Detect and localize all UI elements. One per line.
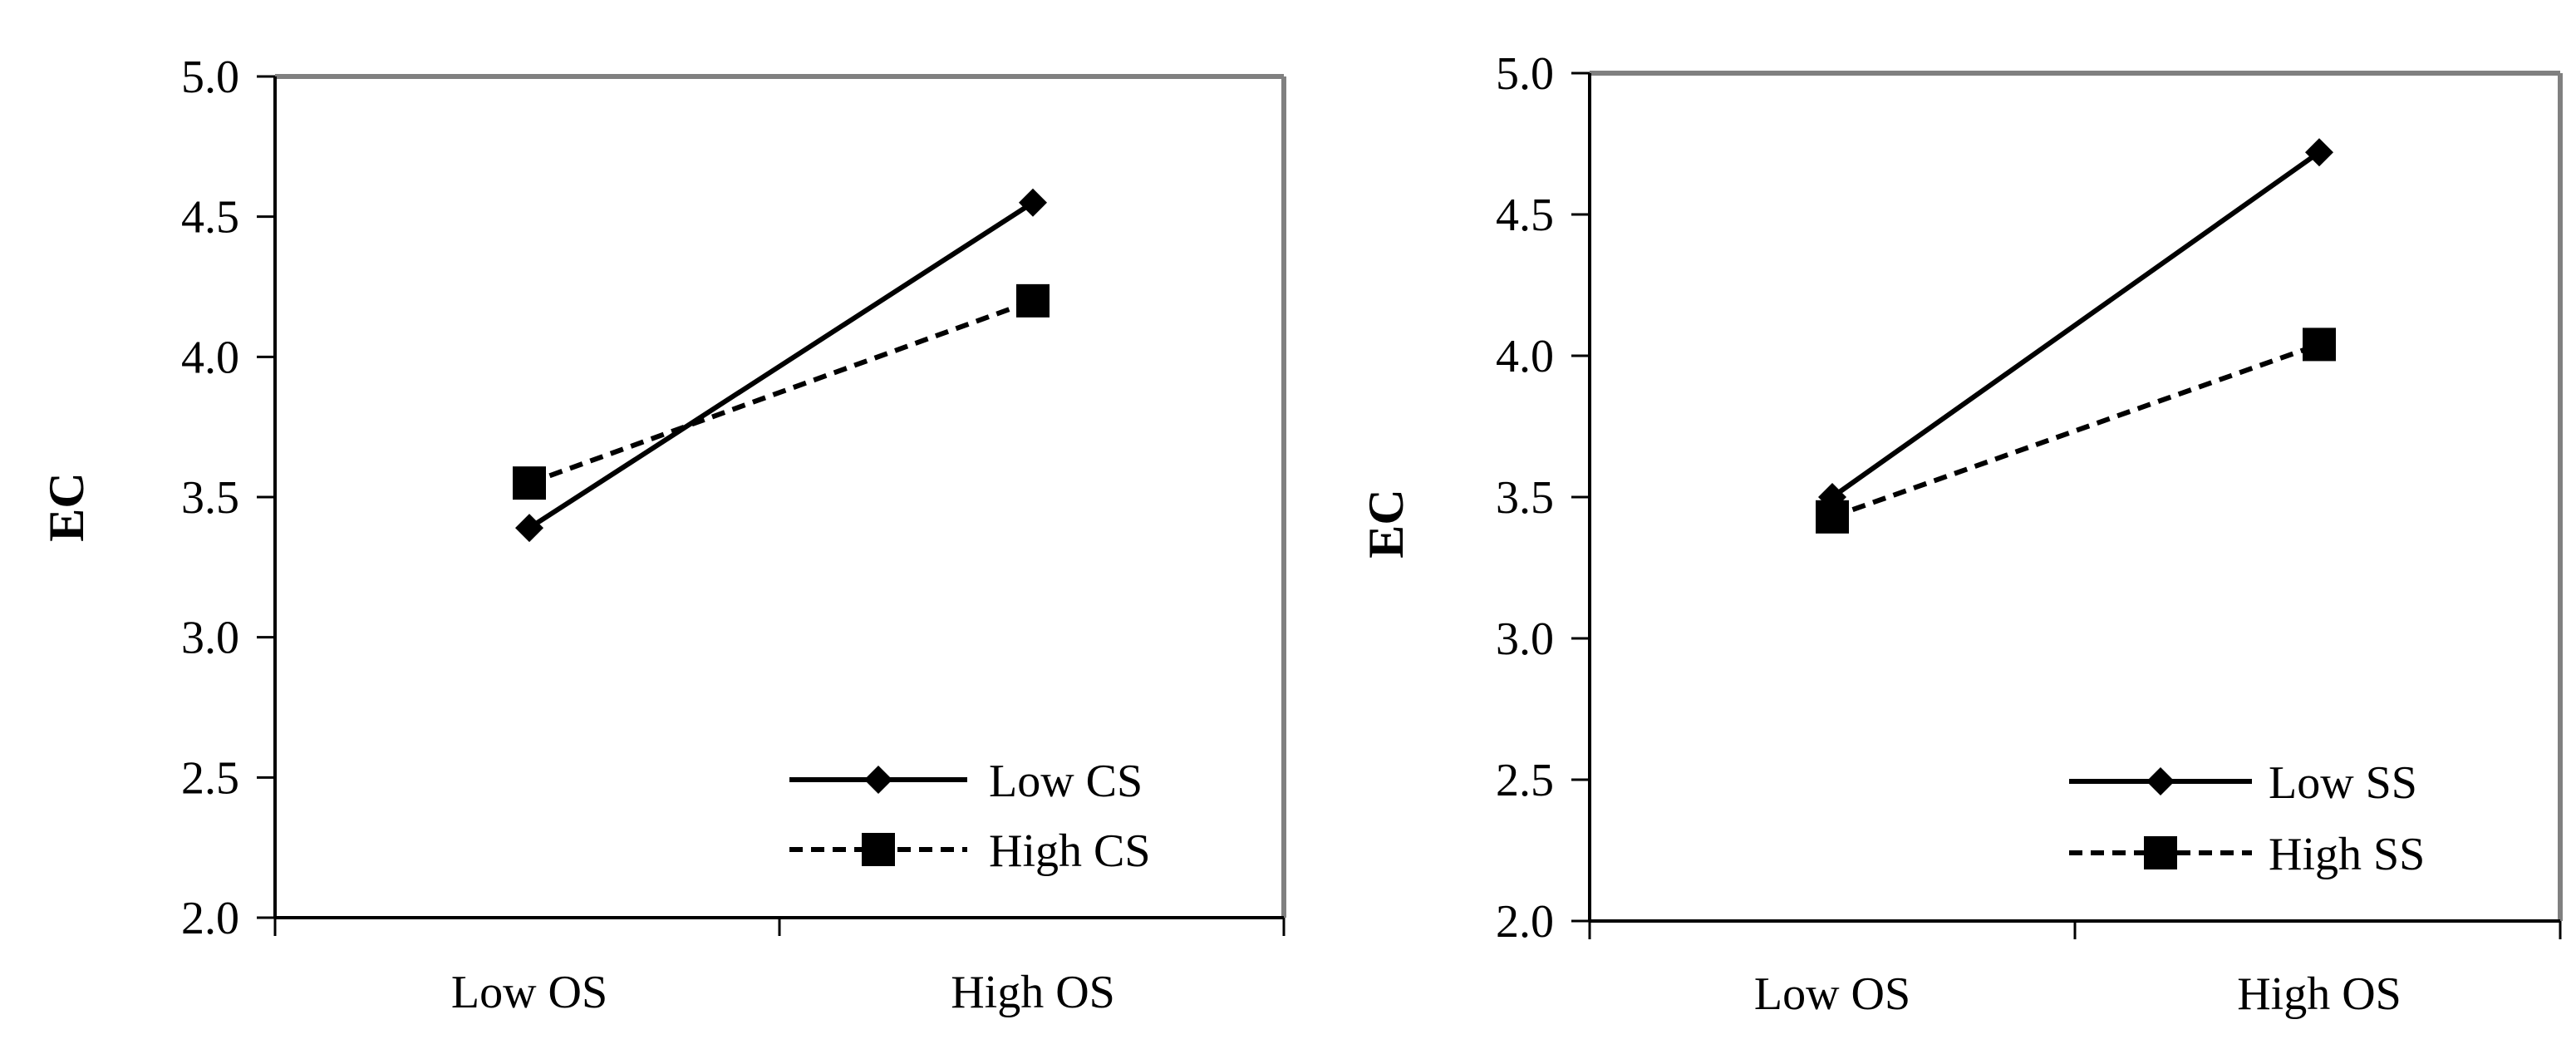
data-point-high-cs — [1016, 283, 1050, 318]
series-line-low-cs — [528, 200, 1035, 530]
chart-panel-2: 2.0 2.5 3.0 3.5 4.0 4.5 5.0 Low OS High OS EC Low … — [1359, 48, 2563, 1020]
chart-panel-1: 2.0 2.5 3.0 3.5 4.0 4.5 5.0 Low OS High OS EC Low … — [39, 52, 1286, 1018]
y-tick-label: 3.0 — [181, 613, 239, 664]
y-axis-label: EC — [1359, 489, 1413, 558]
y-tick-label: 4.0 — [1496, 331, 1554, 382]
y-tick-label: 2.5 — [1496, 755, 1554, 806]
y-tick-label: 3.0 — [1496, 613, 1554, 665]
y-tick-label: 2.0 — [181, 893, 239, 944]
data-point-low-cs — [1019, 188, 1047, 217]
legend-marker — [2144, 836, 2177, 869]
series-line-high-ss — [1831, 342, 2321, 520]
x-tick-label: Low OS — [1754, 968, 1910, 1020]
legend-label: High CS — [989, 825, 1151, 877]
y-tick-label: 2.0 — [1496, 896, 1554, 948]
legend-marker — [862, 833, 895, 866]
data-point-low-cs — [515, 514, 543, 543]
y-tick-label: 5.0 — [1496, 48, 1554, 100]
legend-label: Low SS — [2269, 757, 2417, 809]
y-tick-label: 5.0 — [181, 52, 239, 103]
y-tick-label: 4.5 — [1496, 190, 1554, 241]
y-tick-label: 2.5 — [181, 752, 239, 804]
series-line-low-ss — [1831, 150, 2321, 500]
legend: Low CS High CS — [789, 756, 1151, 877]
data-point-high-cs — [513, 466, 546, 500]
y-axis-label: EC — [39, 472, 94, 541]
y-tick-label: 3.5 — [1496, 472, 1554, 524]
y-tick-label: 4.0 — [181, 332, 239, 383]
data-point-low-ss — [2305, 138, 2333, 167]
legend-label: Low CS — [989, 756, 1143, 807]
legend: Low SS High SS — [2069, 757, 2425, 880]
legend-label: High SS — [2269, 829, 2425, 880]
legend-marker — [2146, 767, 2175, 795]
y-tick-label: 3.5 — [181, 472, 239, 524]
legend-marker — [864, 766, 892, 794]
x-tick-label: High OS — [951, 967, 1115, 1018]
data-point-high-ss — [2303, 328, 2336, 362]
data-point-high-ss — [1816, 500, 1849, 534]
y-tick-label: 4.5 — [181, 192, 239, 244]
x-tick-label: Low OS — [451, 967, 607, 1018]
series-line-high-cs — [528, 298, 1035, 485]
x-tick-label: High OS — [2237, 968, 2401, 1020]
